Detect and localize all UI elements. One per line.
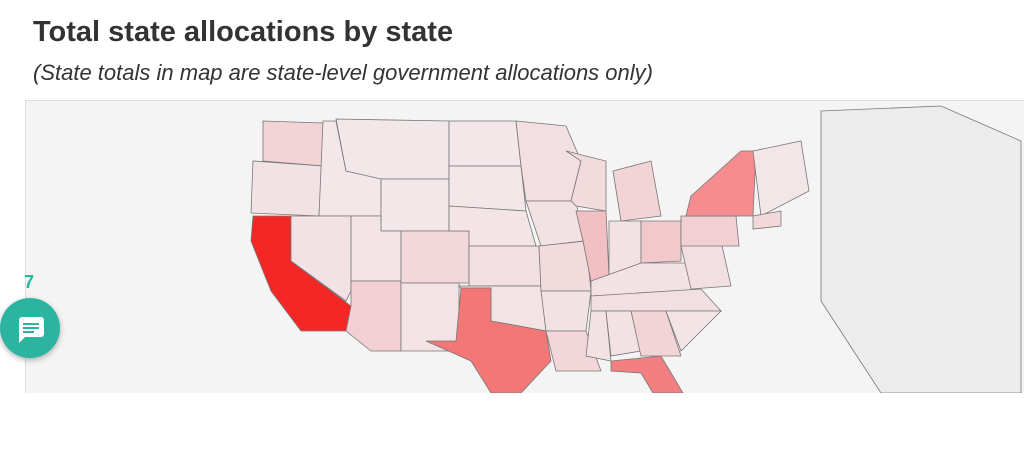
chat-button[interactable] [0, 298, 60, 358]
state [752, 140, 810, 217]
state [448, 165, 527, 212]
chat-line [23, 323, 39, 325]
state [250, 160, 324, 217]
map-svg [26, 101, 1024, 393]
chat-line [23, 327, 39, 329]
state [468, 245, 542, 287]
map [25, 100, 1024, 393]
state [335, 118, 450, 180]
state [290, 215, 352, 302]
chat-icon [19, 317, 44, 343]
state [380, 178, 450, 232]
state [640, 220, 682, 264]
notification-badge: 7 [24, 272, 35, 292]
state [680, 215, 740, 247]
state [630, 310, 682, 357]
subtitle: (State totals in map are state-level gov… [33, 60, 653, 85]
state [262, 120, 324, 167]
state [610, 355, 684, 393]
land [820, 105, 1022, 393]
title: Total state allocations by state [33, 16, 454, 48]
state [538, 240, 592, 292]
state [612, 160, 662, 222]
chat-bubble [19, 317, 44, 343]
state [400, 230, 470, 284]
state [685, 150, 757, 217]
chat-line [23, 331, 34, 333]
state [565, 150, 607, 212]
state [752, 210, 782, 230]
state [425, 287, 552, 393]
state [540, 290, 592, 332]
state [665, 310, 722, 352]
state [545, 330, 602, 372]
state [448, 120, 522, 167]
